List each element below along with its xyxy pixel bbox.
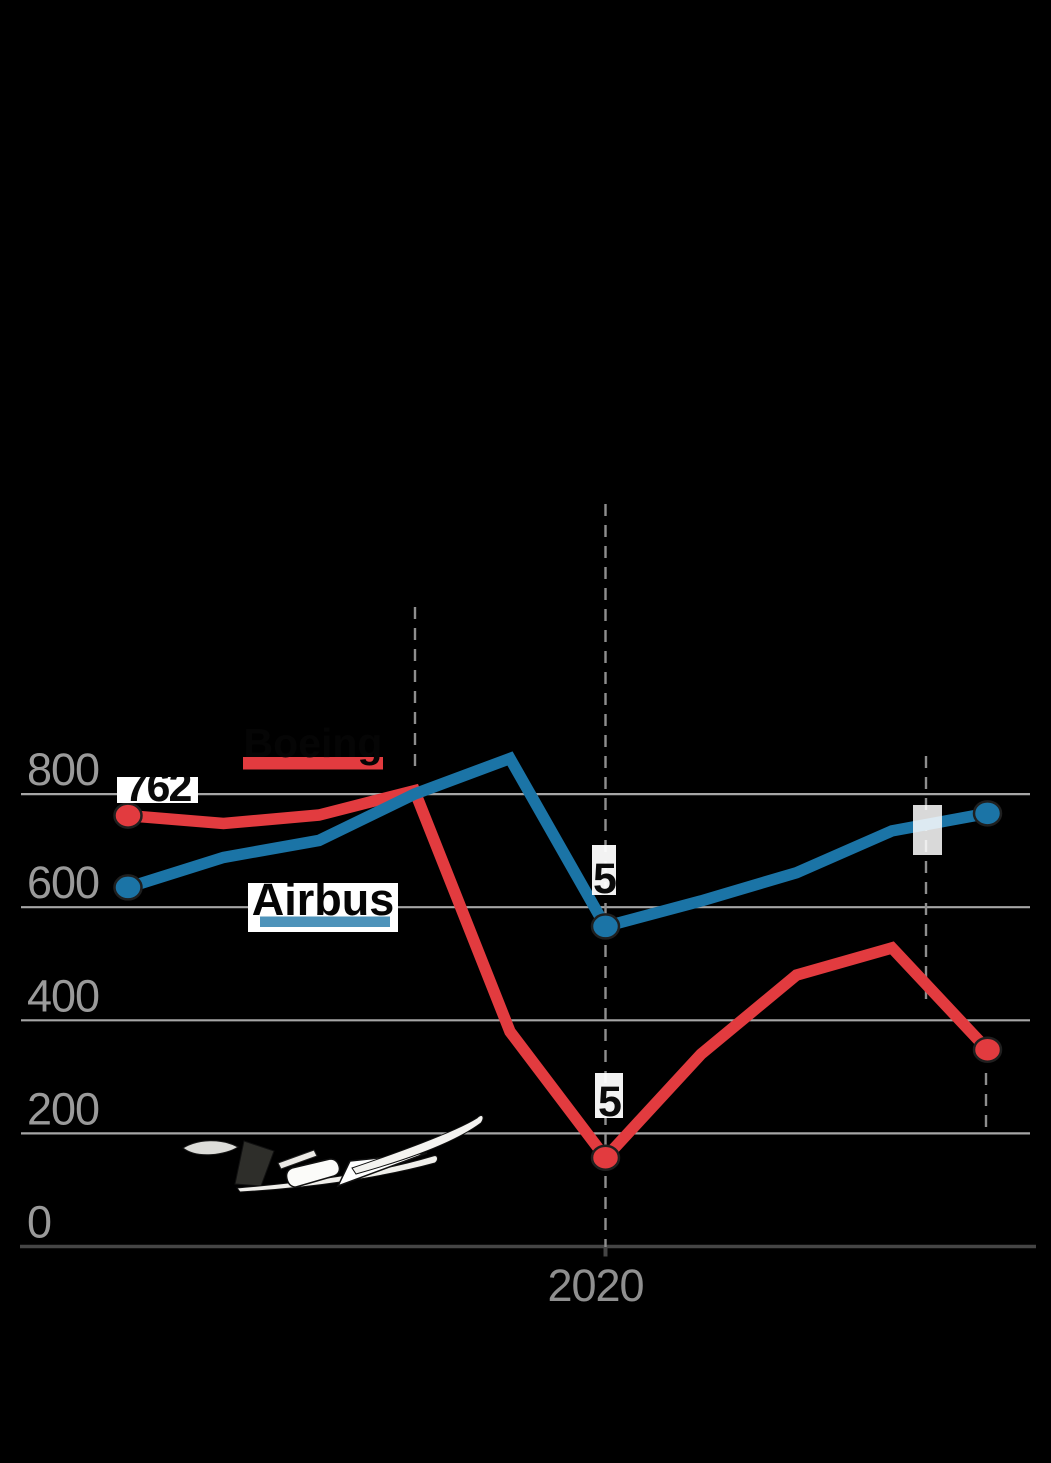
point-label-box — [913, 805, 942, 855]
point-label: 762 — [117, 763, 198, 811]
point-label-box — [117, 777, 198, 803]
endpoint-dot-airbus-2020 — [590, 913, 621, 940]
point-label-text: 5 — [593, 855, 616, 903]
point-label-text: 5 — [598, 1078, 621, 1126]
airplane-far-wing — [351, 1115, 484, 1175]
airbus-legend-swatch — [260, 916, 390, 927]
y-tick-label: 0 — [27, 1197, 51, 1248]
y-axis-labels: 0 200 400 600 800 — [27, 744, 100, 1248]
y-tick-label: 800 — [27, 744, 99, 795]
callout-dashed-lines — [413, 504, 988, 1247]
airbus-legend-label: Airbus — [252, 874, 395, 925]
boeing-legend-swatch — [243, 757, 383, 770]
airplane-far-stabilizer — [182, 1140, 239, 1156]
endpoint-dot-boeing-2015 — [113, 802, 143, 829]
legend-airbus: Airbus — [248, 874, 398, 932]
endpoint-dot-boeing-2024 — [972, 1036, 1003, 1063]
series-line-boeing — [127, 783, 992, 1167]
point-label: 5 — [595, 1073, 623, 1126]
y-tick-label: 400 — [27, 970, 99, 1021]
point-label-box — [595, 1073, 623, 1118]
endpoint-dot-airbus-2024 — [972, 800, 1003, 827]
y-tick-label: 600 — [27, 857, 99, 908]
endpoint-dot-boeing-2020 — [590, 1144, 621, 1171]
point-label-box — [592, 845, 616, 895]
point-label: 5 — [592, 845, 616, 903]
point-label-text: 762 — [125, 763, 192, 811]
airplane-illustration — [182, 1115, 484, 1193]
endpoint-dot-airbus-2015 — [113, 874, 143, 901]
airplane-engine — [285, 1158, 341, 1188]
series-endpoint-dots — [113, 800, 1003, 1171]
boeing-legend-label: Boeing — [244, 720, 383, 766]
series-lines — [126, 751, 992, 1167]
x-axis: 2020 — [20, 1244, 1036, 1311]
airplane-tailfin — [234, 1140, 275, 1187]
series-line-airbus — [126, 751, 989, 934]
x-tick-label: 2020 — [547, 1260, 643, 1311]
legend-boeing: Boeing — [243, 720, 383, 770]
airplane-tail-strip — [277, 1149, 318, 1170]
y-tick-label: 200 — [27, 1083, 99, 1134]
point-labels: 762 5 5 — [117, 763, 942, 1126]
point-label — [913, 805, 942, 855]
gridlines — [21, 792, 1030, 1135]
